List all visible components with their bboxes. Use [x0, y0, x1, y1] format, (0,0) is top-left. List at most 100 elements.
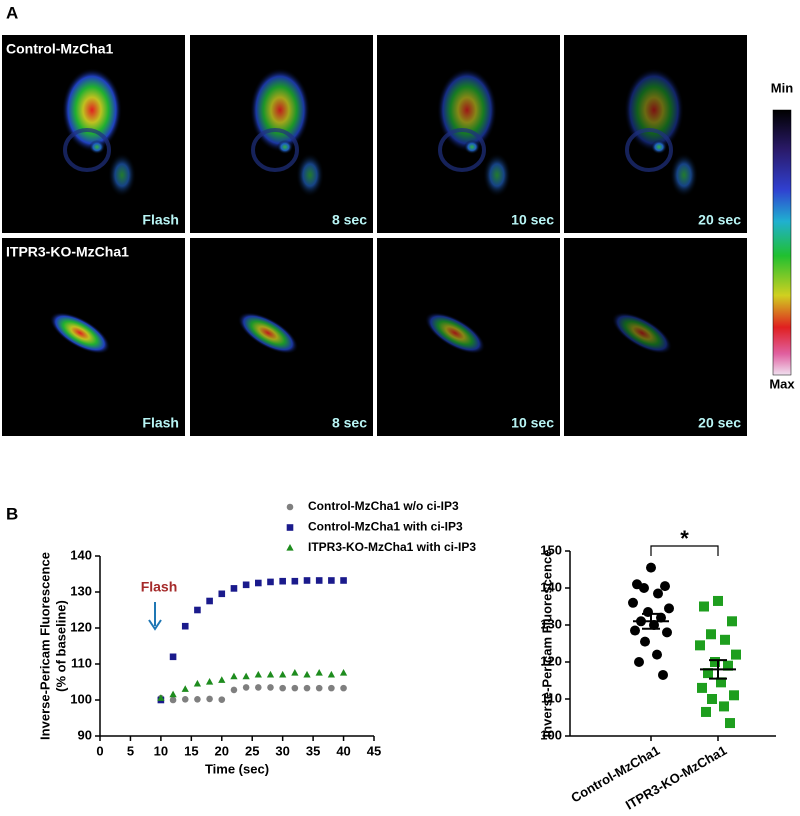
data-point	[230, 585, 238, 592]
data-point	[719, 701, 729, 712]
row-label: ITPR3-KO-MzCha1	[6, 244, 129, 260]
data-point	[254, 670, 262, 678]
annotation: Flash	[141, 579, 178, 595]
data-point	[652, 649, 662, 660]
data-point	[707, 694, 717, 704]
frame-time: 8 sec	[332, 212, 367, 228]
legend-marker	[286, 524, 294, 531]
cell-signal	[424, 312, 486, 354]
y-axis-title: Inverse-Pericam Fluorescence	[37, 552, 52, 740]
y-tick-label: 100	[70, 691, 92, 706]
data-point	[303, 684, 311, 692]
data-point	[630, 625, 640, 636]
data-point	[328, 577, 335, 584]
panel-label: B	[6, 504, 18, 523]
data-point	[194, 606, 201, 614]
colorbar-min: Min	[771, 80, 793, 95]
y-tick-label: 140	[540, 579, 562, 594]
data-point	[255, 684, 262, 691]
data-point	[701, 706, 711, 717]
frame-time: 8 sec	[332, 415, 367, 431]
data-point	[218, 696, 226, 703]
y-tick-label: 130	[70, 583, 92, 598]
data-point	[279, 577, 286, 585]
y-tick-label: 120	[70, 619, 92, 634]
legend-marker	[286, 544, 294, 551]
cell-signal	[438, 128, 486, 172]
data-point	[267, 684, 274, 691]
data-point	[181, 695, 189, 703]
data-point	[640, 636, 650, 647]
data-point	[340, 684, 347, 692]
data-point	[315, 577, 323, 584]
cell-signal	[237, 312, 299, 354]
frame-time: 10 sec	[511, 212, 554, 228]
x-tick-label: 10	[154, 743, 168, 758]
panel-label: A	[6, 3, 18, 22]
cell-signal	[63, 128, 111, 172]
data-point	[660, 581, 670, 592]
data-point	[169, 653, 177, 661]
data-point	[656, 612, 666, 623]
data-point	[279, 684, 286, 692]
data-point	[731, 649, 741, 660]
data-point	[628, 597, 638, 608]
data-point	[328, 684, 335, 692]
x-tick-label: 45	[367, 743, 381, 758]
data-point	[181, 685, 189, 692]
y-tick-label: 100	[540, 727, 562, 742]
data-point	[218, 676, 226, 683]
frame-time: 20 sec	[698, 212, 741, 228]
data-point	[727, 616, 737, 627]
y-axis-title: (% of baseline)	[53, 600, 68, 692]
data-point	[205, 678, 214, 685]
cell-signal	[89, 140, 105, 154]
x-tick-label: 0	[96, 743, 103, 758]
colorbar	[772, 109, 792, 376]
data-point	[664, 603, 674, 614]
error-bar	[642, 612, 660, 630]
cell-signal	[49, 312, 111, 354]
data-point	[713, 595, 723, 606]
data-point	[169, 690, 177, 698]
data-point	[720, 634, 730, 645]
y-tick-label: 130	[540, 616, 562, 631]
x-tick-label: 20	[215, 743, 229, 758]
data-point	[194, 695, 201, 703]
row-label: Control-MzCha1	[6, 41, 114, 57]
frame-time: 20 sec	[698, 415, 741, 431]
data-point	[695, 640, 705, 651]
data-point	[230, 686, 238, 694]
data-point	[646, 562, 656, 573]
cell-signal	[251, 128, 299, 172]
data-point	[291, 669, 299, 676]
legend-label: Control-MzCha1 with ci-IP3	[308, 520, 463, 534]
significance-bracket	[650, 545, 719, 556]
cell-signal	[625, 128, 673, 172]
x-tick-label: 40	[336, 743, 350, 758]
data-point	[699, 601, 709, 612]
cell-signal	[483, 153, 511, 197]
data-point	[242, 581, 250, 589]
data-point	[206, 695, 213, 703]
data-point	[303, 670, 311, 678]
data-point	[206, 597, 213, 605]
cell-signal	[670, 153, 698, 197]
cell-signal	[611, 312, 673, 354]
data-point	[315, 669, 323, 676]
data-point	[267, 578, 274, 586]
cell-signal	[108, 153, 136, 197]
x-tick-label: 15	[184, 743, 198, 758]
y-tick-label: 110	[71, 655, 92, 670]
data-point	[315, 684, 323, 692]
x-tick-label: 5	[127, 743, 134, 758]
y-tick-label: 120	[540, 653, 562, 668]
data-point	[662, 627, 672, 638]
data-point	[706, 629, 716, 640]
data-point	[242, 684, 250, 691]
data-point	[242, 672, 250, 680]
data-point	[716, 677, 726, 688]
legend-label: Control-MzCha1 w/o ci-IP3	[308, 499, 459, 513]
data-point	[703, 668, 713, 679]
